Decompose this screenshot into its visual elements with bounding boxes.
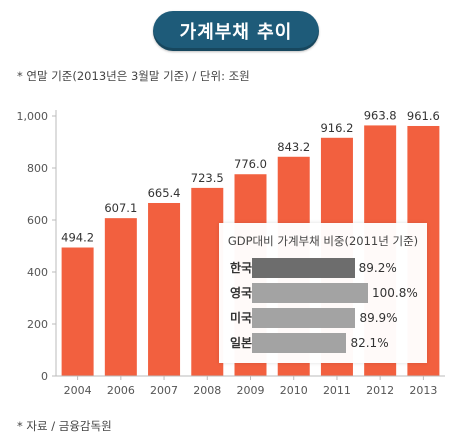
- y-tick-label: 600: [27, 214, 48, 227]
- gdp-ratio-inset: GDP대비 가계부채 비중(2011년 기준) 한국 89.2% 영국 100.8% 미…: [219, 223, 427, 363]
- x-axis: 2004 2006 2007 2008 2009 2010 2011 2012 2013: [56, 375, 445, 397]
- bar-value-label: 494.2: [61, 231, 94, 245]
- y-tick-label: 400: [27, 266, 48, 279]
- inset-value-label: 89.9%: [359, 311, 398, 325]
- source-note: * 자료 / 금융감독원: [17, 419, 112, 433]
- inset-title: GDP대비 가계부채 비중(2011년 기준): [219, 233, 427, 249]
- x-tick-label: 2010: [280, 384, 308, 397]
- bar-value-label: 723.5: [191, 171, 224, 185]
- inset-row: 미국 89.9%: [219, 307, 427, 331]
- inset-row: 일본 82.1%: [219, 332, 427, 356]
- y-tick-label: 1,000: [17, 110, 49, 123]
- bar-value-label: 776.0: [234, 157, 267, 171]
- inset-bar: [252, 258, 355, 278]
- x-tick-label: 2012: [366, 384, 394, 397]
- inset-row: 영국 100.8%: [219, 282, 427, 306]
- inset-country-label: 일본: [230, 336, 253, 350]
- bar: [148, 202, 181, 376]
- inset-value-label: 89.2%: [358, 261, 397, 275]
- inset-country-label: 미국: [230, 311, 253, 325]
- inset-country-label: 영국: [230, 286, 253, 300]
- inset-bar: [252, 283, 368, 303]
- bar: [61, 247, 94, 376]
- bar-value-label: 665.4: [148, 186, 181, 200]
- bar-value-label: 963.8: [364, 108, 397, 122]
- inset-value-label: 82.1%: [350, 336, 389, 350]
- inset-bar: [252, 333, 347, 353]
- inset-row: 한국 89.2%: [219, 257, 427, 281]
- bar-value-label: 607.1: [104, 201, 137, 215]
- bar-value-label: 961.6: [407, 109, 440, 123]
- bar: [104, 218, 137, 376]
- x-tick-label: 2006: [107, 384, 135, 397]
- unit-note: * 연말 기준(2013년은 3월말 기준) / 단위: 조원: [17, 69, 250, 83]
- x-tick-label: 2013: [409, 384, 437, 397]
- bar: [191, 187, 224, 376]
- inset-value-label: 100.8%: [372, 286, 418, 300]
- y-axis: 0 200 400 600 800 1,000: [17, 110, 57, 383]
- x-tick-label: 2008: [193, 384, 221, 397]
- x-tick-label: 2011: [323, 384, 351, 397]
- y-tick-label: 0: [41, 370, 48, 383]
- page-title: 가계부채 추이: [153, 11, 319, 51]
- inset-title-main: GDP대비 가계부채 비중: [227, 234, 345, 248]
- inset-title-note: (2011년 기준): [344, 234, 419, 248]
- x-tick-label: 2007: [150, 384, 178, 397]
- x-tick-label: 2009: [237, 384, 265, 397]
- y-tick-label: 800: [27, 162, 48, 175]
- inset-country-label: 한국: [230, 261, 253, 275]
- inset-bar: [252, 308, 356, 328]
- bar-value-label: 916.2: [320, 121, 353, 135]
- x-tick-label: 2004: [64, 384, 92, 397]
- y-tick-label: 200: [27, 318, 48, 331]
- bar-value-label: 843.2: [277, 140, 310, 154]
